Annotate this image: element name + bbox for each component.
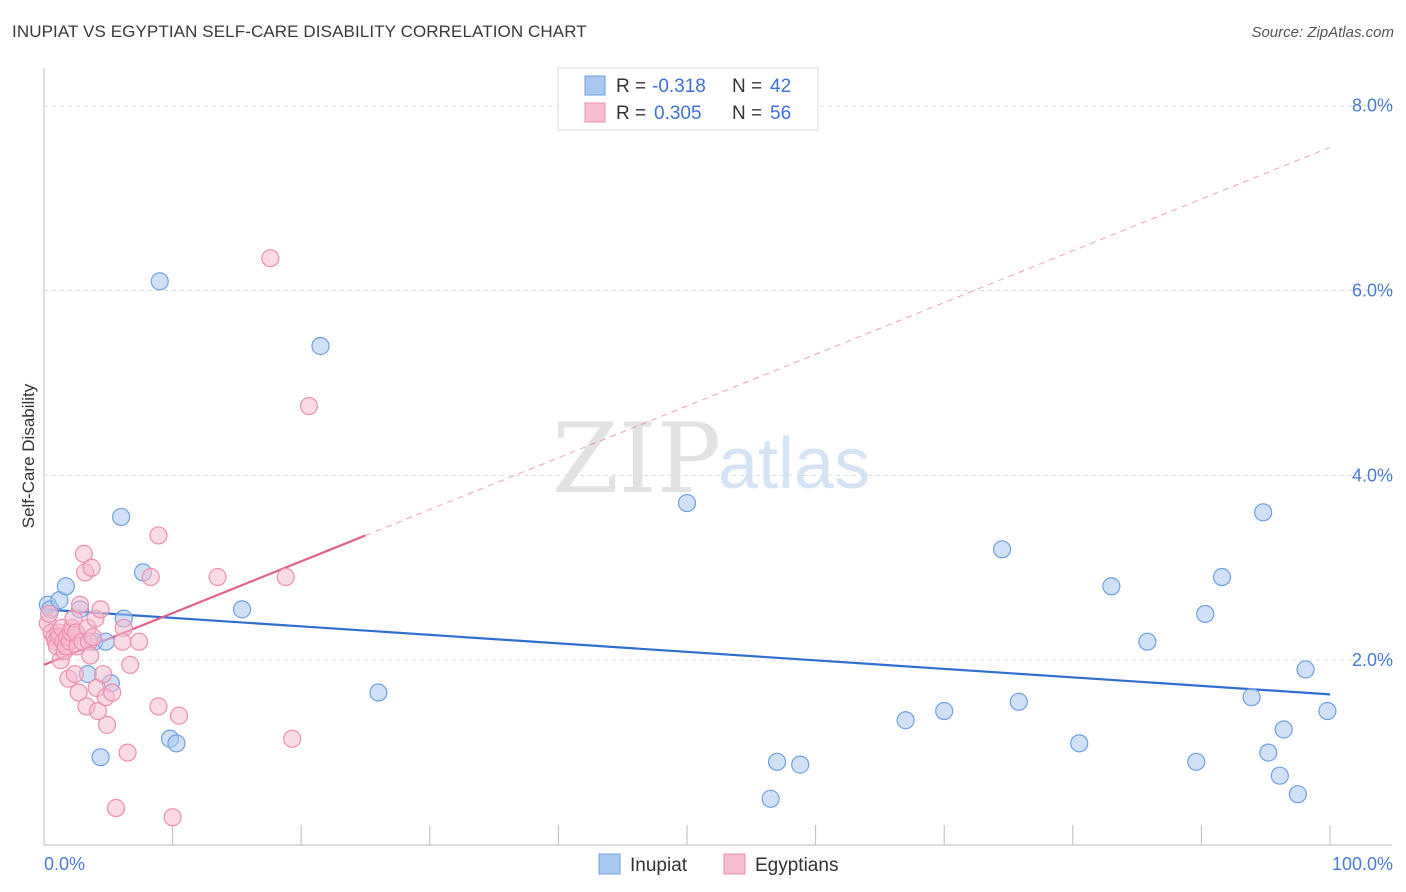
point-inupiat-27 <box>1009 692 1028 711</box>
bottom-legend-swatch-inupiat <box>598 853 621 875</box>
point-egyptians-53 <box>261 249 280 268</box>
chart-source: Source: ZipAtlas.com <box>1251 24 1394 41</box>
point-inupiat-30 <box>1138 632 1157 651</box>
watermark: ZIP atlas <box>552 403 870 515</box>
x-tick-labels: 0.0% 100.0% <box>44 854 1393 874</box>
series-legend: Inupiat Egyptians <box>598 853 838 876</box>
point-inupiat-22 <box>767 752 787 771</box>
point-egyptians-25 <box>74 544 93 564</box>
point-egyptians-49 <box>149 697 168 716</box>
point-egyptians-1 <box>40 604 59 624</box>
point-inupiat-28 <box>1070 734 1089 753</box>
x-tick-label-0: 0.0% <box>44 854 85 874</box>
point-egyptians-52 <box>208 567 227 587</box>
point-egyptians-40 <box>103 683 122 702</box>
point-egyptians-55 <box>283 729 302 748</box>
point-inupiat-39 <box>1288 785 1307 804</box>
point-inupiat-26 <box>992 540 1012 559</box>
point-inupiat-40 <box>1296 660 1315 679</box>
grid-lines <box>44 105 1392 661</box>
point-egyptians-22 <box>69 683 88 702</box>
point-egyptians-36 <box>91 600 110 619</box>
point-inupiat-35 <box>1254 503 1273 522</box>
point-inupiat-34 <box>1242 688 1261 707</box>
point-inupiat-25 <box>935 701 954 721</box>
bottom-legend-label-egyptians: Egyptians <box>755 855 838 876</box>
y-tick-labels: 2.0% 4.0% 6.0% 8.0% <box>1352 96 1393 670</box>
legend-r-value-inupiat: -0.318 <box>652 76 706 97</box>
point-egyptians-35 <box>88 701 108 721</box>
watermark-atlas: atlas <box>718 424 870 504</box>
point-inupiat-16 <box>167 734 186 753</box>
legend-r-value-egyptians: 0.305 <box>654 103 702 124</box>
point-egyptians-46 <box>130 632 149 651</box>
y-tick-label-2: 6.0% <box>1352 281 1393 301</box>
point-inupiat-11 <box>112 507 131 527</box>
point-inupiat-20 <box>677 493 697 513</box>
point-egyptians-37 <box>94 664 113 684</box>
legend-swatch-egyptians <box>584 102 606 123</box>
point-egyptians-32 <box>83 627 102 647</box>
y-axis-label: Self-Care Disability <box>19 383 38 528</box>
point-inupiat-31 <box>1187 752 1206 771</box>
point-egyptians-47 <box>141 567 160 587</box>
point-inupiat-37 <box>1270 766 1289 785</box>
chart-title: INUPIAT VS EGYPTIAN SELF-CARE DISABILITY… <box>12 22 587 41</box>
data-points <box>38 249 1337 827</box>
point-egyptians-44 <box>118 743 137 762</box>
point-egyptians-54 <box>276 567 295 587</box>
point-inupiat-19 <box>369 683 388 702</box>
point-egyptians-31 <box>82 558 101 577</box>
y-tick-label-1: 4.0% <box>1352 465 1393 485</box>
bottom-legend-swatch-egyptians <box>723 853 746 875</box>
point-egyptians-51 <box>169 706 189 725</box>
point-inupiat-14 <box>150 272 169 291</box>
y-tick-label-3: 8.0% <box>1352 96 1393 116</box>
bottom-legend-label-inupiat: Inupiat <box>630 855 688 876</box>
legend-r-label-egyptians: R = <box>616 103 646 124</box>
legend-n-value-egyptians: 56 <box>770 103 791 124</box>
point-inupiat-41 <box>1318 701 1337 721</box>
point-egyptians-56 <box>299 396 319 416</box>
x-tick-label-1: 100.0% <box>1332 854 1393 874</box>
point-inupiat-8 <box>91 748 110 767</box>
point-egyptians-41 <box>106 798 126 818</box>
legend-swatch-inupiat <box>584 75 606 96</box>
point-inupiat-24 <box>896 711 915 730</box>
point-egyptians-50 <box>163 808 182 827</box>
correlation-legend: R = -0.318 N = 42 R = 0.305 N = 56 <box>557 67 819 131</box>
point-inupiat-18 <box>311 336 330 356</box>
point-inupiat-21 <box>761 789 780 808</box>
legend-r-label-inupiat: R = <box>616 76 646 97</box>
legend-n-value-inupiat: 42 <box>770 76 791 97</box>
point-inupiat-23 <box>791 755 810 774</box>
point-egyptians-19 <box>65 664 84 684</box>
point-inupiat-38 <box>1274 720 1293 739</box>
point-egyptians-48 <box>149 526 168 545</box>
point-inupiat-33 <box>1212 567 1232 587</box>
trend-line-inupiat <box>43 608 1331 696</box>
point-inupiat-17 <box>232 600 252 619</box>
point-egyptians-39 <box>97 715 117 734</box>
point-inupiat-36 <box>1259 743 1278 762</box>
point-egyptians-30 <box>81 646 100 665</box>
point-inupiat-32 <box>1196 604 1215 624</box>
watermark-zip: ZIP <box>552 403 721 515</box>
point-inupiat-3 <box>56 577 75 596</box>
point-egyptians-45 <box>121 655 140 674</box>
trend-extension-egyptians <box>365 146 1331 536</box>
axes <box>43 68 1392 846</box>
legend-n-label-inupiat: N = <box>732 76 762 97</box>
y-tick-label-0: 2.0% <box>1352 650 1393 670</box>
point-egyptians-43 <box>113 632 132 651</box>
point-inupiat-29 <box>1102 577 1121 596</box>
legend-n-label-egyptians: N = <box>732 103 762 124</box>
point-egyptians-23 <box>70 595 90 614</box>
